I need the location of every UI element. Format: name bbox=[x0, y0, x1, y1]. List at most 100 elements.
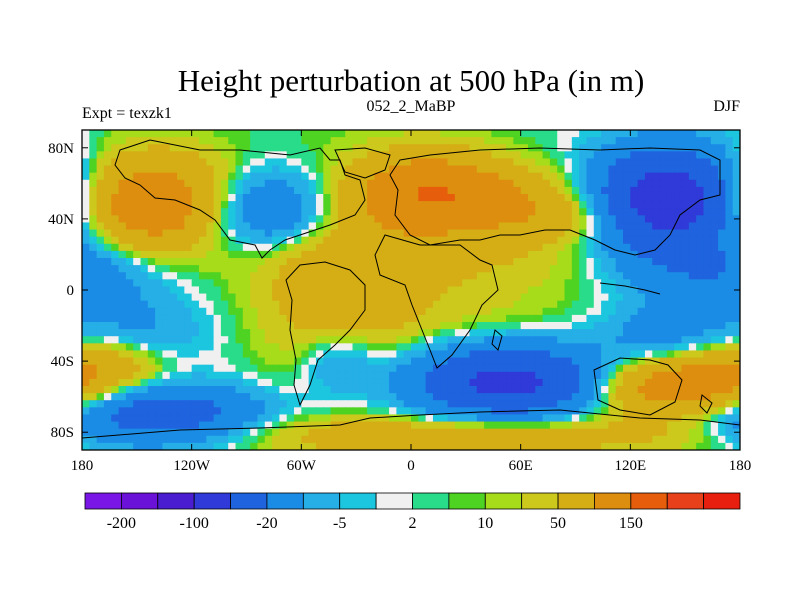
heatmap-cell bbox=[644, 442, 653, 450]
heatmap-cell bbox=[272, 258, 280, 266]
heatmap-cell bbox=[601, 286, 609, 295]
heatmap-cell bbox=[425, 435, 434, 444]
heatmap-cell bbox=[571, 236, 580, 245]
heatmap-cell bbox=[411, 179, 419, 188]
heatmap-cell bbox=[666, 428, 675, 437]
heatmap-cell bbox=[644, 421, 653, 430]
heatmap-cell bbox=[696, 414, 705, 423]
heatmap-cell bbox=[103, 258, 112, 266]
heatmap-cell bbox=[491, 265, 500, 273]
heatmap-cell bbox=[242, 364, 251, 373]
heatmap-cell bbox=[491, 414, 500, 423]
heatmap-cell bbox=[440, 151, 449, 160]
heatmap-cell bbox=[608, 243, 617, 252]
heatmap-cell bbox=[308, 314, 317, 323]
heatmap-cell bbox=[630, 236, 639, 245]
heatmap-cell bbox=[476, 293, 485, 302]
heatmap-cell bbox=[89, 201, 98, 209]
heatmap-cell bbox=[169, 215, 178, 224]
heatmap-cell bbox=[125, 279, 134, 288]
heatmap-cell bbox=[542, 215, 551, 224]
heatmap-cell bbox=[542, 165, 551, 174]
heatmap-cell bbox=[440, 400, 449, 408]
heatmap-cell bbox=[586, 421, 595, 430]
heatmap-cell bbox=[418, 229, 427, 238]
heatmap-cell bbox=[506, 272, 514, 280]
heatmap-cell bbox=[469, 137, 478, 145]
heatmap-cell bbox=[630, 378, 639, 387]
heatmap-cell bbox=[242, 407, 251, 416]
heatmap-cell bbox=[513, 371, 522, 380]
heatmap-cell bbox=[557, 414, 566, 423]
heatmap-cell bbox=[506, 179, 514, 188]
heatmap-cell bbox=[506, 172, 514, 181]
heatmap-cell bbox=[279, 194, 288, 202]
heatmap-cell bbox=[184, 130, 193, 138]
heatmap-cell bbox=[389, 286, 397, 295]
heatmap-cell bbox=[308, 250, 317, 259]
heatmap-cell bbox=[403, 144, 412, 152]
heatmap-cell bbox=[542, 307, 551, 316]
heatmap-cell bbox=[89, 194, 98, 202]
heatmap-cell bbox=[301, 286, 310, 295]
heatmap-cell bbox=[623, 272, 631, 280]
heatmap-cell bbox=[118, 414, 127, 423]
heatmap-cell bbox=[257, 243, 266, 252]
heatmap-cell bbox=[666, 357, 675, 366]
heatmap-cell bbox=[652, 151, 661, 160]
heatmap-cell bbox=[498, 357, 507, 366]
heatmap-cell bbox=[601, 165, 609, 174]
heatmap-cell bbox=[696, 407, 705, 416]
heatmap-cell bbox=[403, 158, 412, 167]
heatmap-cell bbox=[615, 194, 624, 202]
heatmap-cell bbox=[718, 343, 726, 352]
heatmap-cell bbox=[527, 336, 536, 344]
heatmap-cell bbox=[389, 222, 397, 231]
heatmap-cell bbox=[374, 442, 383, 450]
heatmap-cell bbox=[674, 151, 683, 160]
heatmap-cell bbox=[549, 393, 558, 401]
heatmap-cell bbox=[491, 421, 500, 430]
heatmap-cell bbox=[272, 158, 280, 167]
heatmap-cell bbox=[571, 158, 580, 167]
heatmap-cell bbox=[191, 208, 200, 216]
heatmap-cell bbox=[476, 357, 485, 366]
heatmap-cell bbox=[162, 286, 171, 295]
heatmap-cell bbox=[279, 393, 288, 401]
heatmap-cell bbox=[250, 322, 259, 330]
heatmap-cell bbox=[484, 393, 493, 401]
heatmap-cell bbox=[484, 258, 493, 266]
heatmap-cell bbox=[681, 364, 690, 373]
heatmap-cell bbox=[579, 378, 588, 387]
heatmap-cell bbox=[389, 435, 397, 444]
heatmap-cell bbox=[615, 314, 624, 323]
heatmap-cell bbox=[476, 194, 485, 202]
heatmap-cell bbox=[725, 400, 734, 408]
heatmap-cell bbox=[432, 357, 441, 366]
heatmap-cell bbox=[564, 158, 573, 167]
heatmap-cell bbox=[476, 165, 485, 174]
heatmap-cell bbox=[235, 343, 244, 352]
heatmap-cell bbox=[688, 172, 697, 181]
heatmap-cell bbox=[440, 322, 449, 330]
heatmap-cell bbox=[608, 378, 617, 387]
heatmap-cell bbox=[710, 322, 719, 330]
heatmap-cell bbox=[359, 208, 368, 216]
heatmap-cell bbox=[498, 386, 507, 394]
heatmap-cell bbox=[315, 414, 324, 423]
heatmap-cell bbox=[89, 428, 98, 437]
heatmap-cell bbox=[389, 421, 397, 430]
heatmap-cell bbox=[177, 442, 185, 450]
heatmap-cell bbox=[147, 336, 156, 344]
heatmap-cell bbox=[681, 179, 690, 188]
heatmap-cell bbox=[586, 144, 595, 152]
heatmap-cell bbox=[425, 343, 434, 352]
heatmap-cell bbox=[484, 442, 493, 450]
heatmap-cell bbox=[666, 286, 675, 295]
heatmap-cell bbox=[491, 400, 500, 408]
heatmap-cell bbox=[228, 243, 237, 252]
heatmap-cell bbox=[279, 258, 288, 266]
heatmap-cell bbox=[440, 130, 449, 138]
heatmap-cell bbox=[542, 179, 551, 188]
heatmap-cell bbox=[279, 179, 288, 188]
